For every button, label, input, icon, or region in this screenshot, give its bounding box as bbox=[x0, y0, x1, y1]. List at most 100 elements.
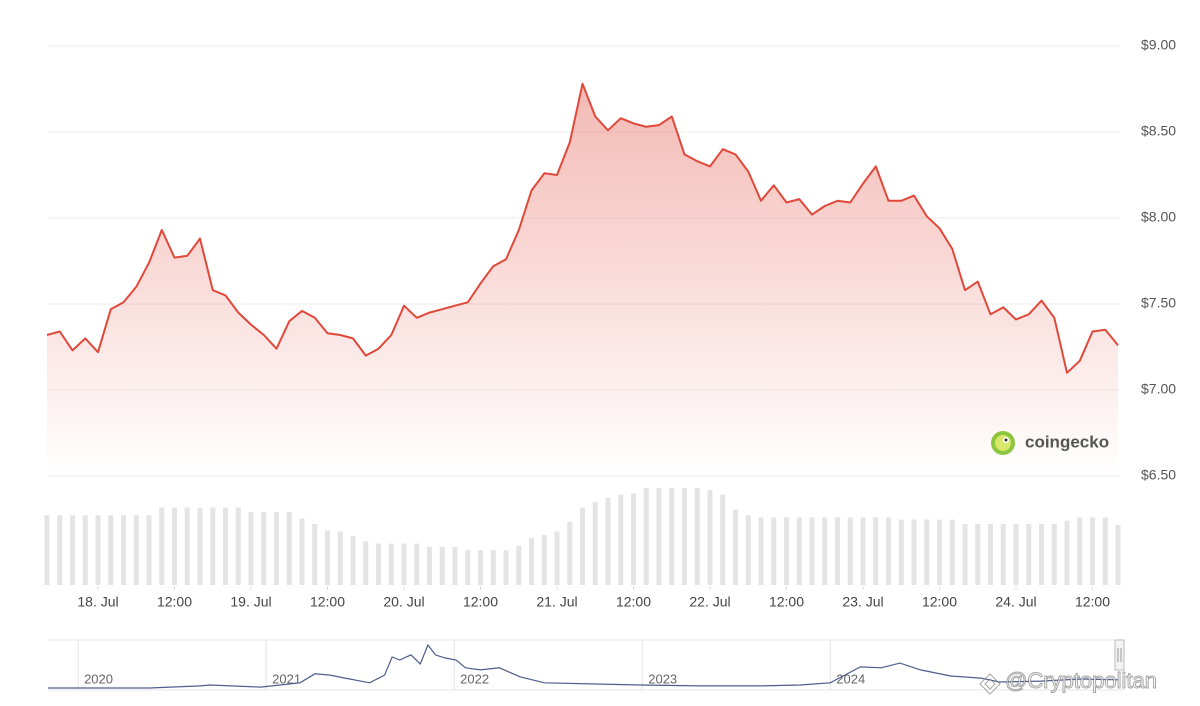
volume-bar bbox=[1039, 523, 1044, 585]
volume-bar bbox=[414, 543, 420, 585]
volume-bar bbox=[643, 487, 649, 585]
volume-bar bbox=[516, 545, 522, 585]
volume-bar bbox=[1102, 517, 1108, 585]
volume-bar bbox=[809, 517, 815, 585]
volume-bar bbox=[210, 507, 216, 585]
x-tick-label: 12:00 bbox=[616, 594, 651, 610]
x-tick-label: 12:00 bbox=[769, 594, 804, 610]
volume-bar bbox=[1013, 523, 1019, 585]
watermark-group: @Cryptopolitan bbox=[979, 667, 1157, 695]
x-tick-label: 24. Jul bbox=[995, 594, 1036, 610]
volume-bar bbox=[490, 550, 496, 585]
volume-bar bbox=[541, 534, 547, 585]
x-tick-label: 19. Jul bbox=[230, 594, 271, 610]
navigator-line bbox=[48, 643, 1119, 689]
x-tick-label: 18. Jul bbox=[77, 594, 118, 610]
watermark-icon bbox=[979, 673, 1001, 695]
volume-bar bbox=[694, 487, 700, 585]
x-tick-label: 12:00 bbox=[310, 594, 345, 610]
volume-bar bbox=[1000, 523, 1006, 585]
volume-bar bbox=[108, 515, 114, 585]
volume-bar bbox=[261, 511, 267, 585]
volume-bar bbox=[873, 517, 879, 585]
price-layer bbox=[46, 82, 1119, 477]
volume-bar bbox=[376, 543, 381, 585]
volume-bar bbox=[401, 543, 407, 585]
volume-bar bbox=[962, 523, 968, 585]
x-tick-label: 12:00 bbox=[463, 594, 498, 610]
x-tick-label: 12:00 bbox=[1075, 594, 1110, 610]
volume-bar bbox=[975, 523, 981, 585]
y-tick-label: $8.00 bbox=[1141, 209, 1176, 225]
volume-bar bbox=[898, 519, 904, 585]
volume-bar bbox=[197, 507, 203, 585]
volume-bar bbox=[95, 515, 101, 585]
volume-bar bbox=[835, 517, 840, 585]
volume-bar bbox=[937, 519, 942, 585]
x-tick-label: 12:00 bbox=[157, 594, 192, 610]
volume-bar bbox=[465, 550, 471, 585]
navigator: 2020 2021 2022 2023 2024 bbox=[48, 639, 1125, 691]
volume-bar bbox=[82, 515, 88, 585]
logo-text: coingecko bbox=[1025, 432, 1109, 451]
volume-bar bbox=[1077, 517, 1083, 585]
logo-pupil bbox=[1004, 438, 1008, 442]
volume-bar bbox=[312, 523, 318, 585]
volume-bar bbox=[172, 507, 177, 585]
volume-bar bbox=[554, 531, 560, 585]
volume-bar bbox=[350, 535, 356, 585]
volume-bar bbox=[592, 502, 598, 585]
volume-bar bbox=[988, 523, 993, 585]
volume-bar bbox=[822, 517, 828, 585]
y-tick-label: $9.00 bbox=[1141, 37, 1176, 53]
x-tick-label: 12:00 bbox=[922, 594, 957, 610]
volume-bar bbox=[580, 507, 585, 585]
watermark: @Cryptopolitan bbox=[1005, 668, 1157, 693]
volume-bar bbox=[669, 487, 675, 585]
volume-bar bbox=[363, 541, 369, 585]
volume-bar bbox=[478, 550, 483, 585]
volume-bar bbox=[860, 517, 866, 585]
x-tick-label: 23. Jul bbox=[842, 594, 883, 610]
volume-bar bbox=[337, 531, 343, 585]
volume-bar bbox=[1064, 520, 1070, 585]
volume-bar bbox=[1026, 523, 1032, 585]
volume-bar bbox=[44, 515, 50, 585]
y-tick-label: $8.50 bbox=[1141, 123, 1176, 139]
volume-bar bbox=[771, 517, 777, 585]
volume-bar bbox=[57, 515, 63, 585]
x-tick-label: 21. Jul bbox=[536, 594, 577, 610]
navigator-tick-label: 2021 bbox=[272, 671, 301, 686]
volume-bar bbox=[439, 546, 445, 585]
volume-bar bbox=[248, 511, 254, 585]
volume-bar bbox=[452, 546, 458, 585]
volume-bar bbox=[133, 515, 139, 585]
volume-bar bbox=[924, 519, 930, 585]
volume-bar bbox=[1090, 517, 1095, 585]
navigator-handle[interactable] bbox=[1114, 639, 1125, 671]
x-tick-label: 22. Jul bbox=[689, 594, 730, 610]
volume-bar bbox=[121, 515, 126, 585]
x-tick-label: 20. Jul bbox=[383, 594, 424, 610]
volume-bar bbox=[427, 546, 432, 585]
volume-bar bbox=[223, 507, 228, 585]
volume-bar bbox=[567, 521, 573, 585]
price-line bbox=[46, 82, 1119, 374]
y-tick-label: $7.50 bbox=[1141, 295, 1176, 311]
volume-bar bbox=[70, 515, 75, 585]
y-tick-label: $7.00 bbox=[1141, 381, 1176, 397]
price-area bbox=[47, 83, 1118, 477]
coingecko-logo: coingecko bbox=[991, 431, 1109, 455]
volume-bar bbox=[159, 507, 165, 585]
volume-bar bbox=[299, 518, 305, 585]
volume-layer bbox=[44, 487, 1121, 585]
volume-bar bbox=[503, 550, 509, 585]
logo-icon-inner bbox=[995, 435, 1011, 451]
volume-bar bbox=[286, 511, 292, 585]
volume-bar bbox=[796, 517, 802, 585]
volume-bar bbox=[235, 507, 241, 585]
volume-bar bbox=[745, 515, 751, 585]
volume-bar bbox=[707, 490, 713, 585]
volume-bar bbox=[758, 517, 764, 585]
